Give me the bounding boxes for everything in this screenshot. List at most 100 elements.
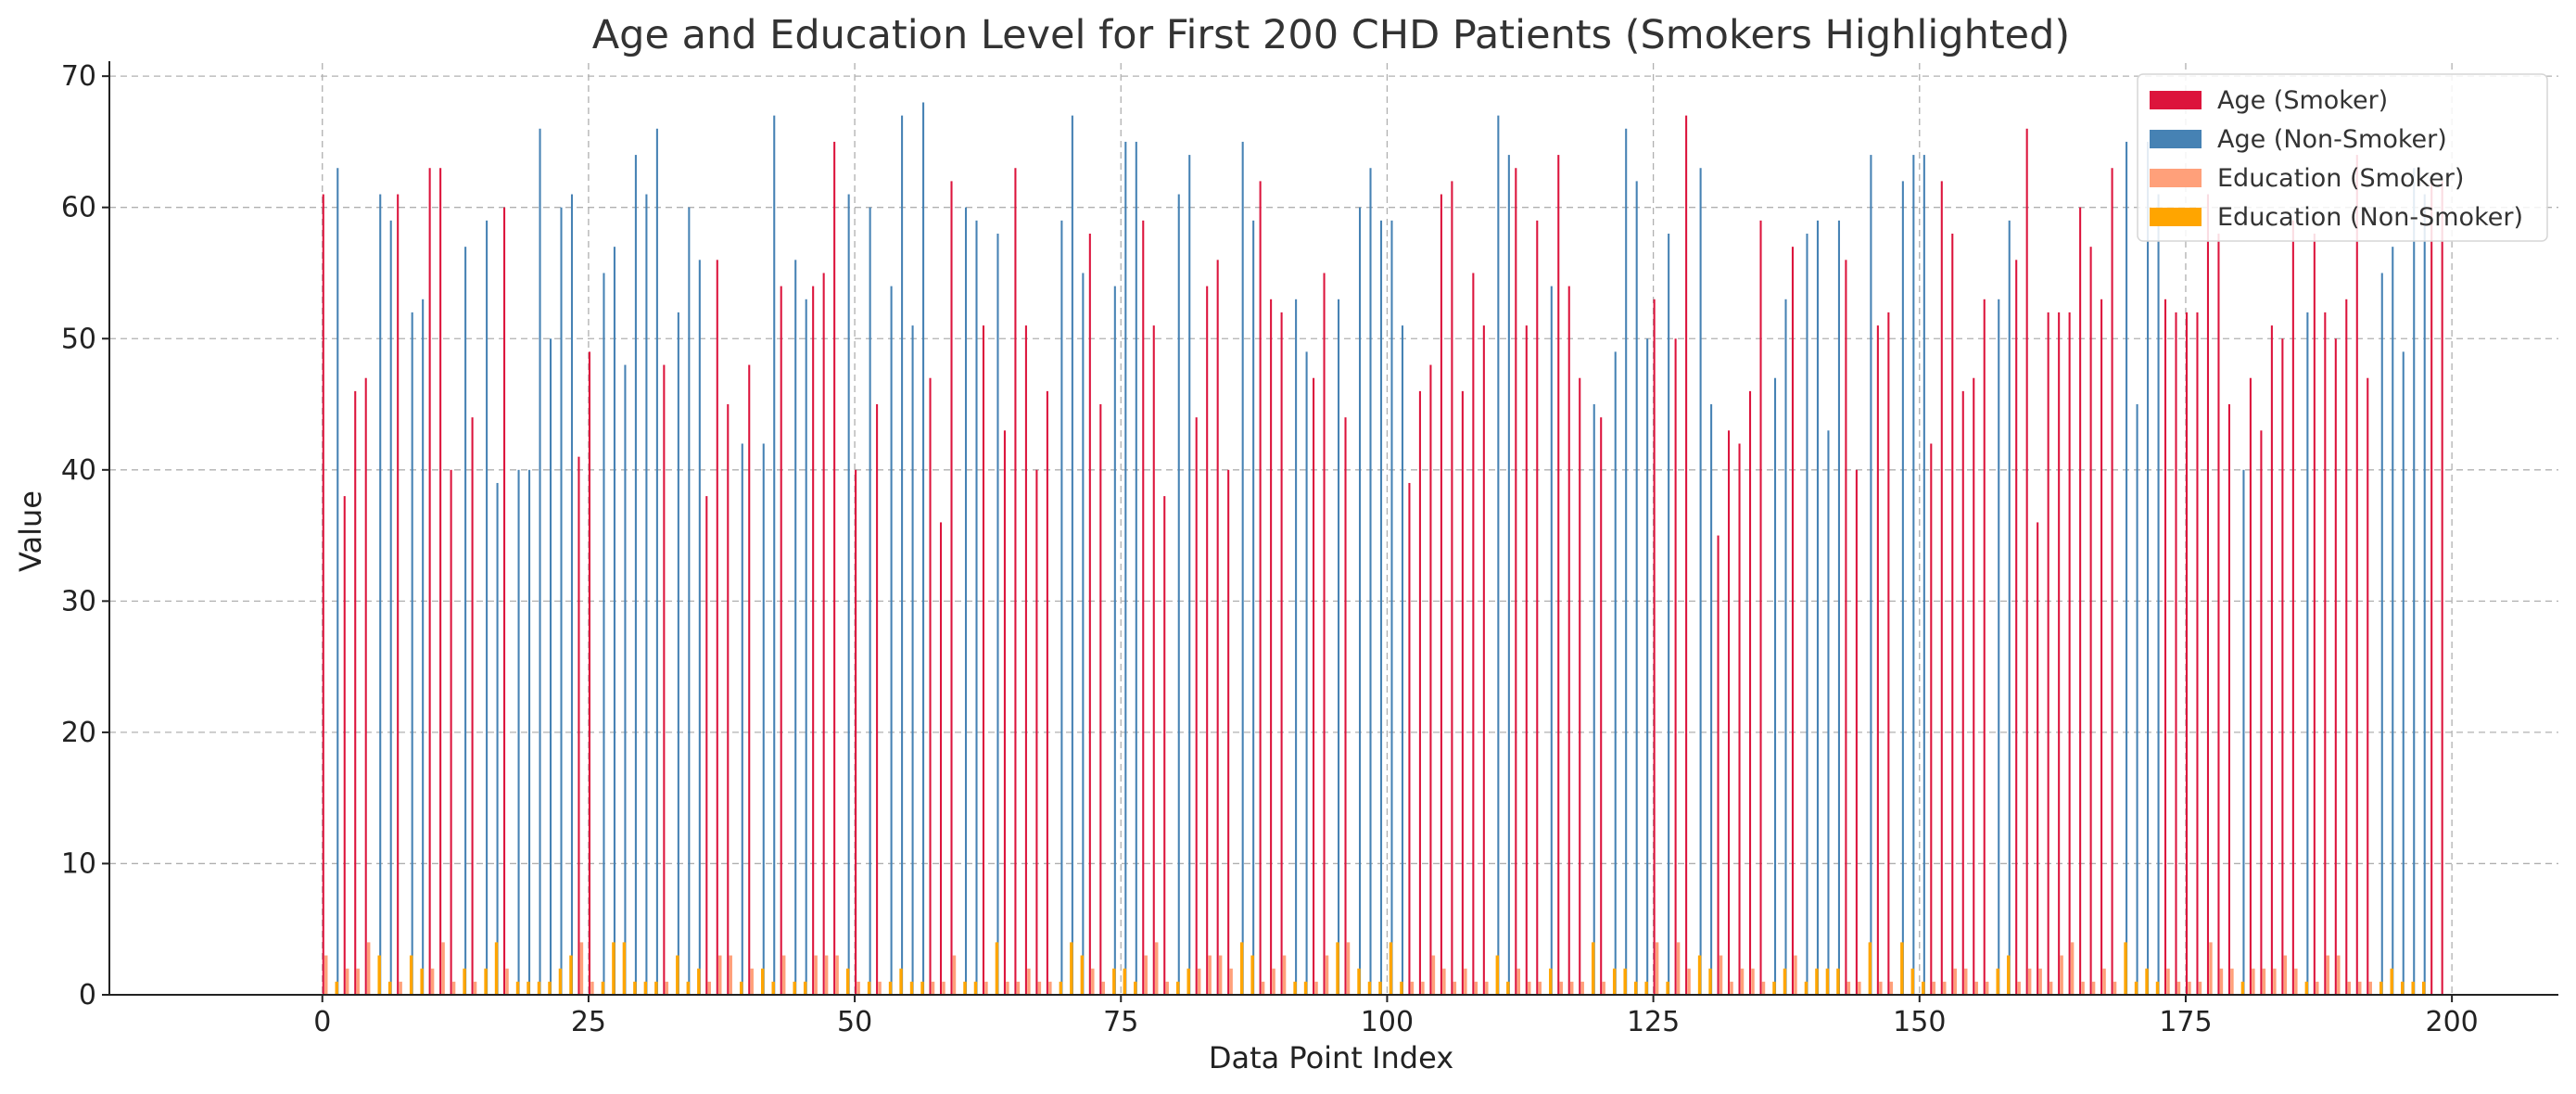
education-non-smoker-bar: [484, 968, 488, 995]
age-non-smoker-bar: [1060, 220, 1063, 996]
education-smoker-bar: [1889, 981, 1894, 995]
education-smoker-bar: [942, 981, 945, 995]
education-non-smoker-bar: [1378, 981, 1382, 995]
age-smoker-bar: [2164, 299, 2167, 996]
age-smoker-bar: [1259, 181, 1262, 996]
education-smoker-bar: [2091, 981, 2096, 995]
education-smoker-bar: [1261, 981, 1265, 995]
age-non-smoker-bar: [389, 220, 392, 996]
age-non-smoker-bar: [890, 286, 893, 995]
education-smoker-bar: [835, 955, 839, 995]
age-smoker-bar: [1323, 273, 1326, 995]
education-non-smoker-bar: [1506, 981, 1510, 995]
age-smoker-bar: [1418, 390, 1421, 995]
age-smoker-bar: [1876, 325, 1879, 995]
age-non-smoker-bar: [1870, 155, 1872, 996]
education-smoker-bar: [1580, 981, 1584, 995]
age-smoker-bar: [1099, 404, 1102, 995]
education-smoker-bar: [2273, 968, 2277, 995]
age-smoker-bar: [2334, 338, 2337, 995]
age-non-smoker-bar: [1124, 141, 1127, 996]
age-smoker-bar: [748, 364, 751, 996]
age-non-smoker-bar: [422, 299, 425, 996]
age-smoker-bar: [939, 522, 943, 995]
education-non-smoker-bar: [793, 981, 796, 995]
age-smoker-bar: [2313, 234, 2316, 995]
age-smoker-bar: [822, 273, 825, 995]
education-non-smoker-bar: [2400, 981, 2405, 995]
age-non-smoker-bar: [1784, 299, 1787, 996]
education-non-smoker-bar: [548, 981, 552, 995]
education-smoker-bar: [1155, 942, 1159, 995]
education-smoker-bar: [2219, 968, 2224, 995]
education-non-smoker-bar: [2421, 981, 2426, 995]
education-non-smoker-bar: [1112, 968, 1116, 995]
education-smoker-bar: [1879, 981, 1883, 995]
age-smoker-bar: [2196, 312, 2199, 995]
age-non-smoker-bar: [1295, 299, 1298, 996]
age-non-smoker-bar: [486, 220, 489, 996]
education-smoker-bar: [824, 955, 829, 995]
age-smoker-bar: [1206, 286, 1209, 995]
age-smoker-bar: [1152, 325, 1155, 995]
education-non-smoker-bar: [771, 981, 775, 995]
axis-ticks: 0 25 50 75 100 125 150 175 200 0 10 20 30 40 50 60 70: [61, 60, 2479, 1038]
age-non-smoker-bar: [1177, 194, 1180, 995]
education-non-smoker-bar: [1612, 968, 1617, 995]
age-non-smoker-bar: [2136, 404, 2138, 995]
age-smoker-bar: [354, 390, 357, 995]
education-non-smoker-bar: [1293, 981, 1297, 995]
education-smoker-bar: [1165, 981, 1169, 995]
education-non-smoker-bar: [995, 942, 999, 995]
age-smoker-bar: [1887, 312, 1890, 995]
age-smoker-bar: [1216, 260, 1219, 995]
education-non-smoker-bar: [643, 981, 648, 995]
education-non-smoker-bar: [1175, 981, 1180, 995]
age-smoker-bar: [1440, 194, 1442, 995]
age-smoker-bar: [855, 469, 857, 995]
age-non-smoker-bar: [2157, 194, 2160, 995]
education-smoker-bar: [1346, 942, 1351, 995]
education-non-smoker-bar: [1495, 955, 1500, 995]
education-non-smoker-bar: [963, 981, 967, 995]
education-smoker-bar: [1761, 981, 1766, 995]
age-smoker-bar: [2185, 312, 2189, 995]
legend-swatch: [2150, 208, 2202, 226]
education-smoker-bar: [1602, 981, 1605, 995]
education-non-smoker-bar: [867, 981, 871, 995]
age-non-smoker-bar: [1188, 155, 1191, 996]
education-smoker-bar: [1538, 981, 1542, 995]
education-smoker-bar: [1421, 981, 1425, 995]
age-non-smoker-bar: [762, 443, 765, 996]
education-smoker-bar: [1730, 981, 1733, 995]
x-tick-label: 25: [571, 1006, 606, 1038]
education-smoker-bar: [2347, 981, 2352, 995]
age-smoker-bar: [2079, 207, 2082, 995]
age-non-smoker-bar: [624, 364, 627, 996]
age-smoker-bar: [2270, 325, 2273, 995]
age-non-smoker-bar: [517, 469, 520, 995]
age-non-smoker-bar: [996, 234, 999, 995]
x-tick-label: 200: [2425, 1006, 2478, 1038]
education-smoker-bar: [2081, 981, 2085, 995]
education-non-smoker-bar: [622, 942, 627, 995]
education-non-smoker-bar: [697, 968, 701, 995]
education-smoker-bar: [2070, 942, 2075, 995]
age-smoker-bar: [1855, 469, 1858, 995]
age-non-smoker-bar: [1710, 404, 1713, 995]
education-smoker-bar: [1091, 968, 1095, 995]
education-non-smoker-bar: [740, 981, 743, 995]
education-smoker-bar: [781, 955, 786, 995]
legend-label: Education (Non-Smoker): [2217, 203, 2523, 232]
education-non-smoker-bar: [1900, 942, 1904, 995]
education-non-smoker-bar: [845, 968, 850, 995]
education-non-smoker-bar: [1549, 968, 1553, 995]
age-non-smoker-bar: [869, 207, 871, 995]
education-smoker-bar: [2060, 955, 2063, 995]
age-non-smoker-bar: [1625, 128, 1628, 995]
education-non-smoker-bar: [1303, 981, 1308, 995]
education-non-smoker-bar: [654, 981, 658, 995]
education-smoker-bar: [2337, 955, 2341, 995]
age-smoker-bar: [1482, 325, 1485, 995]
education-non-smoker-bar: [1697, 955, 1702, 995]
